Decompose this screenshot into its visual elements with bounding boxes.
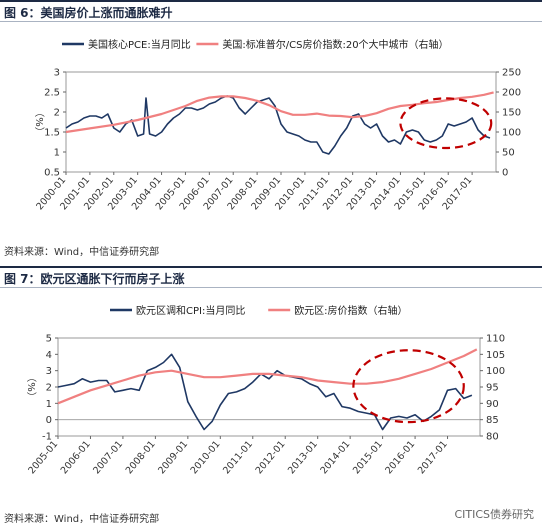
- highlight-ellipse: [399, 97, 493, 150]
- y-left-tick-label: 2.5: [44, 88, 60, 99]
- figure-6-source: 资料来源：Wind，中信证券研究部: [4, 247, 160, 258]
- figure-6-title: 图 6：美国房价上涨而通胀难升: [0, 0, 542, 22]
- highlight-ellipse: [352, 349, 465, 424]
- x-tick-label: 2014-01: [319, 439, 353, 476]
- y-left-tick-label: 2: [46, 383, 52, 394]
- y-right-tick-label: 250: [502, 68, 521, 79]
- chart-us-pce-housing: 0.511.522.53050100150200250（%）2000-01200…: [33, 38, 521, 212]
- y-left-tick-label: 0: [46, 415, 52, 426]
- y-right-tick-label: 105: [486, 350, 505, 361]
- x-tick-label: 2007-01: [91, 439, 125, 476]
- x-tick-label: 2006-01: [59, 439, 93, 476]
- y-right-tick-label: 50: [502, 148, 515, 159]
- series-line-right-axis: [57, 348, 478, 405]
- x-tick-label: 2009-01: [156, 439, 190, 476]
- y-right-tick-label: 0: [502, 168, 508, 179]
- y-left-tick-label: 1: [46, 399, 52, 410]
- y-left-tick-label: 3: [54, 68, 60, 79]
- series-line-left-axis: [65, 95, 491, 155]
- x-tick-label: 2015-01: [351, 439, 385, 476]
- x-tick-label: 2005-01: [26, 439, 60, 476]
- y-left-tick-label: 2: [54, 108, 60, 119]
- x-tick-label: 2010-01: [189, 439, 223, 476]
- y-left-tick-label: -1: [42, 432, 52, 443]
- chart-euro-cpi-housing: -1 0 1 2 3 4 5 80 85 90 95 100 105 110 （%） 2005-012006-…: [25, 304, 505, 476]
- x-tick-label: 2011-01: [221, 439, 255, 476]
- x-tick-label: 2016-01: [383, 439, 417, 476]
- legend-label: 美国:标准普尔/CS房价指数:20个大中城市（右轴）: [222, 38, 448, 51]
- y-left-tick-label: 0.5: [44, 168, 60, 179]
- y-right-tick-label: 100: [486, 366, 505, 377]
- y-left-tick-label: 1: [54, 148, 60, 159]
- y-left-axis-label: （%）: [25, 372, 37, 402]
- y-right-tick-label: 100: [502, 128, 521, 139]
- series-line-right-axis: [65, 91, 494, 134]
- x-tick-label: 2017-01: [416, 439, 450, 476]
- y-right-tick-label: 150: [502, 108, 521, 119]
- y-right-tick-label: 95: [486, 383, 499, 394]
- x-tick-label: 2008-01: [124, 439, 158, 476]
- series-line-left-axis: [57, 353, 473, 431]
- y-left-tick-label: 5: [46, 334, 52, 345]
- y-left-tick-label: 4: [46, 350, 52, 361]
- y-left-tick-label: 3: [46, 366, 52, 377]
- y-right-tick-label: 85: [486, 415, 499, 426]
- figure-7-source: 资料来源：Wind，中信证券研究部: [4, 514, 160, 525]
- legend-label: 欧元区:房价指数（右轴）: [294, 304, 407, 317]
- x-tick-label: 2012-01: [254, 439, 288, 476]
- y-right-tick-label: 90: [486, 399, 499, 410]
- plot-frame: [57, 337, 481, 437]
- y-right-tick-label: 200: [502, 88, 521, 99]
- x-tick-label: 2013-01: [286, 439, 320, 476]
- figure-7-title: 图 7：欧元区通胀下行而房子上涨: [0, 266, 542, 288]
- legend-label: 美国核心PCE:当月同比: [88, 38, 191, 51]
- legend-label: 欧元区调和CPI:当月同比: [136, 304, 245, 317]
- y-left-axis-label: （%）: [33, 107, 45, 137]
- y-right-tick-label: 110: [486, 334, 505, 345]
- watermark: CITICS债券研究: [454, 508, 534, 521]
- y-left-tick-label: 1.5: [44, 128, 60, 139]
- y-right-tick-label: 80: [486, 432, 499, 443]
